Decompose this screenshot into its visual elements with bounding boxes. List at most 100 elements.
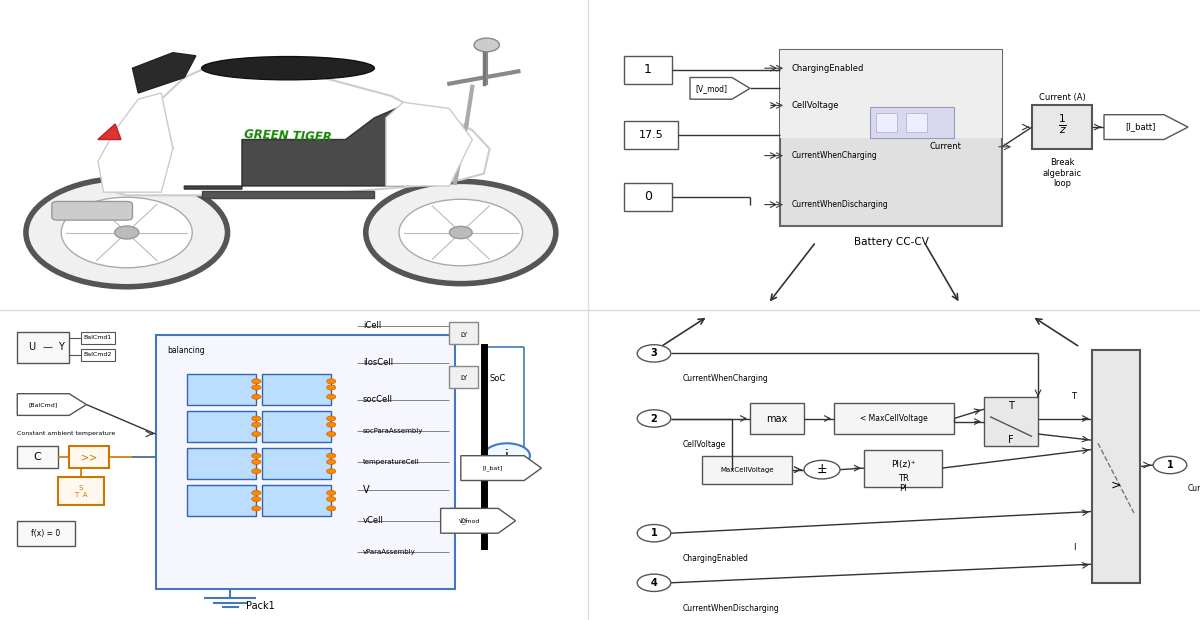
Polygon shape	[17, 394, 86, 415]
Text: T: T	[1072, 392, 1076, 401]
Ellipse shape	[202, 56, 374, 80]
Circle shape	[326, 422, 336, 427]
Circle shape	[326, 453, 336, 458]
Text: CellVoltage: CellVoltage	[683, 440, 726, 449]
FancyBboxPatch shape	[187, 485, 257, 516]
Polygon shape	[386, 102, 473, 186]
Text: C: C	[34, 452, 41, 463]
Text: V_mod: V_mod	[458, 518, 480, 524]
Circle shape	[637, 410, 671, 427]
Text: >: >	[1111, 479, 1121, 492]
Circle shape	[326, 459, 336, 464]
FancyBboxPatch shape	[262, 411, 331, 441]
FancyBboxPatch shape	[780, 50, 1002, 138]
Polygon shape	[98, 124, 121, 140]
FancyBboxPatch shape	[876, 113, 898, 132]
FancyBboxPatch shape	[17, 446, 58, 468]
Text: Battery CC-CV: Battery CC-CV	[853, 237, 929, 247]
Text: vCell: vCell	[362, 516, 384, 525]
Circle shape	[252, 506, 260, 511]
Text: Break
algebraic
loop: Break algebraic loop	[1043, 158, 1081, 188]
FancyBboxPatch shape	[864, 450, 942, 487]
Text: 2: 2	[650, 414, 658, 423]
Text: ChargingEnabled: ChargingEnabled	[683, 554, 749, 564]
Text: Current: Current	[1188, 484, 1200, 493]
FancyBboxPatch shape	[80, 348, 115, 361]
Circle shape	[252, 490, 260, 495]
Text: 3: 3	[650, 348, 658, 358]
FancyBboxPatch shape	[58, 477, 103, 505]
FancyBboxPatch shape	[780, 50, 1002, 226]
Circle shape	[252, 416, 260, 421]
Circle shape	[252, 469, 260, 474]
Circle shape	[252, 394, 260, 399]
FancyBboxPatch shape	[80, 332, 115, 344]
Text: U: U	[28, 342, 35, 352]
FancyBboxPatch shape	[870, 107, 954, 138]
Text: PI: PI	[899, 484, 907, 493]
Text: i: i	[505, 449, 509, 463]
Circle shape	[474, 38, 499, 52]
Circle shape	[252, 379, 260, 384]
FancyBboxPatch shape	[1092, 350, 1140, 583]
Text: GREEN TIGER: GREEN TIGER	[244, 128, 332, 144]
Text: LY: LY	[460, 332, 467, 338]
Circle shape	[326, 506, 336, 511]
Polygon shape	[185, 105, 403, 189]
Text: < MaxCellVoltage: < MaxCellVoltage	[860, 414, 928, 423]
Text: V: V	[362, 485, 370, 495]
Polygon shape	[461, 456, 541, 480]
Polygon shape	[103, 62, 490, 195]
FancyBboxPatch shape	[187, 448, 257, 479]
Polygon shape	[132, 53, 196, 93]
Circle shape	[252, 432, 260, 436]
Text: 1: 1	[650, 528, 658, 538]
Circle shape	[252, 385, 260, 390]
Text: MaxCellVoltage: MaxCellVoltage	[720, 467, 774, 472]
FancyBboxPatch shape	[624, 56, 672, 84]
FancyBboxPatch shape	[187, 411, 257, 441]
Text: [I_batt]: [I_batt]	[1124, 123, 1156, 131]
FancyBboxPatch shape	[750, 403, 804, 434]
Circle shape	[326, 497, 336, 502]
Text: T: T	[1008, 401, 1014, 411]
FancyBboxPatch shape	[52, 202, 132, 220]
Text: socParaAssembly: socParaAssembly	[362, 428, 424, 434]
Text: BalCmd1: BalCmd1	[84, 335, 112, 340]
Text: [I_bat]: [I_bat]	[482, 465, 503, 471]
Circle shape	[400, 199, 522, 266]
Circle shape	[326, 379, 336, 384]
Text: balancing: balancing	[167, 346, 205, 355]
Circle shape	[61, 197, 192, 268]
Polygon shape	[98, 93, 173, 192]
Text: CurrentWhenDischarging: CurrentWhenDischarging	[792, 200, 889, 209]
Text: LY: LY	[460, 518, 467, 524]
FancyBboxPatch shape	[156, 335, 455, 589]
Text: max: max	[767, 414, 787, 423]
Circle shape	[326, 469, 336, 474]
Circle shape	[326, 432, 336, 436]
Circle shape	[637, 574, 671, 591]
FancyBboxPatch shape	[187, 373, 257, 405]
Circle shape	[637, 525, 671, 542]
Circle shape	[26, 179, 228, 286]
FancyBboxPatch shape	[984, 397, 1038, 446]
FancyBboxPatch shape	[262, 485, 331, 516]
Text: Current (A): Current (A)	[1039, 93, 1085, 102]
Text: iCell: iCell	[362, 321, 382, 330]
Text: 4: 4	[650, 578, 658, 588]
Text: CellVoltage: CellVoltage	[792, 101, 840, 110]
FancyBboxPatch shape	[1032, 105, 1092, 149]
Text: 17.5: 17.5	[638, 130, 664, 140]
Text: TR: TR	[898, 474, 908, 484]
Polygon shape	[1104, 115, 1188, 140]
Text: S
T  A: S T A	[74, 485, 88, 498]
FancyBboxPatch shape	[17, 332, 70, 363]
Circle shape	[637, 345, 671, 362]
Text: [V_mod]: [V_mod]	[695, 84, 727, 93]
Text: [BalCmd]: [BalCmd]	[29, 402, 58, 407]
Circle shape	[366, 181, 556, 284]
Text: Constant ambient temperature: Constant ambient temperature	[17, 432, 115, 436]
Polygon shape	[690, 78, 750, 99]
FancyBboxPatch shape	[834, 403, 954, 434]
